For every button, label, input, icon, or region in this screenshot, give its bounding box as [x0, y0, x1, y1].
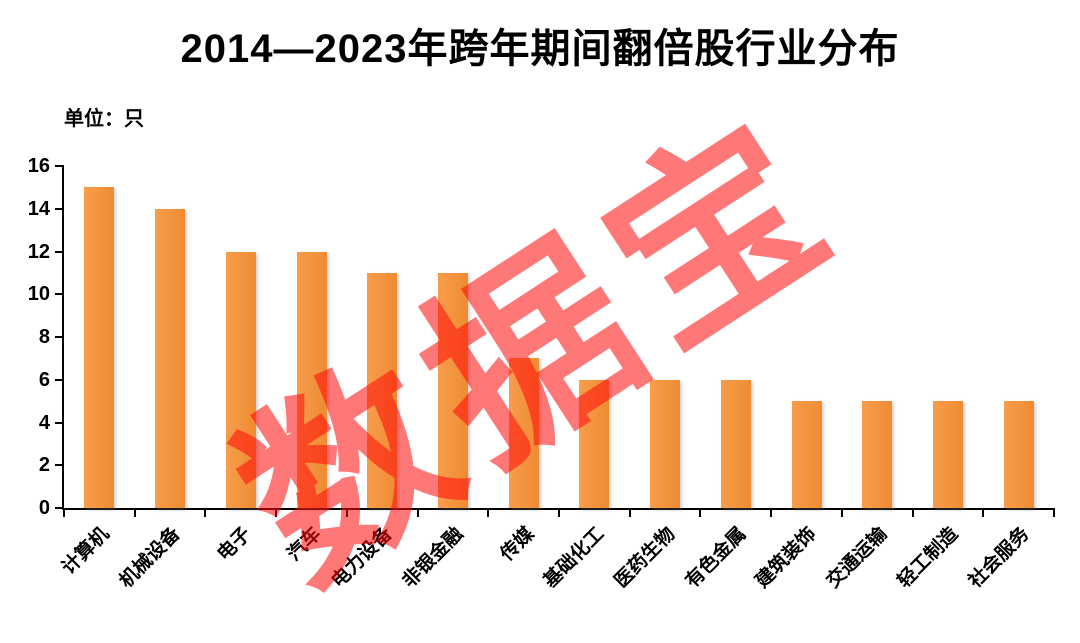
bar	[367, 272, 398, 508]
x-tick-mark	[982, 508, 985, 517]
bar-cell	[559, 166, 630, 508]
x-tick-mark	[840, 508, 843, 517]
y-axis: 0 2 4 6 8 10 12 14 16	[0, 155, 50, 519]
bar	[296, 251, 327, 508]
bar-cell	[488, 166, 559, 508]
y-tick-label: 2	[38, 454, 50, 477]
x-tick-mark	[345, 508, 348, 517]
x-tick-label: 医药生物	[610, 523, 680, 593]
x-tick-mark	[1053, 508, 1055, 517]
x-tick-mark	[63, 508, 65, 517]
y-tick-mark	[55, 464, 64, 467]
y-tick-mark	[55, 378, 64, 381]
chart-title: 2014—2023年跨年期间翻倍股行业分布	[180, 27, 900, 71]
unit-label: 单位：只	[64, 108, 144, 130]
x-tick-mark	[133, 508, 136, 517]
y-tick-mark	[55, 293, 64, 296]
y-tick-mark	[55, 336, 64, 338]
x-tick-mark	[204, 508, 207, 517]
y-tick-mark	[55, 165, 64, 167]
bar-cell	[700, 166, 771, 508]
bar-cell	[276, 166, 347, 508]
bar	[791, 401, 822, 508]
y-tick-label: 4	[38, 411, 50, 434]
x-tick-label: 基础化工	[540, 523, 609, 593]
bar-cell	[771, 166, 842, 508]
x-tick-label: 有色金属	[681, 523, 751, 593]
plot-area	[55, 165, 1055, 517]
x-axis-labels: 计算机 机械设备 电子 汽车 电力设备 非银金融 传媒 基础化工 医药生物 有色金属 建筑装饰 交通运…	[59, 512, 1052, 643]
y-tick-label: 0	[38, 497, 50, 519]
x-tick-label: 非银金融	[398, 523, 468, 593]
bar-cell	[205, 166, 276, 508]
bar	[650, 379, 681, 508]
x-tick-mark	[911, 508, 914, 517]
bar	[579, 379, 610, 508]
x-tick-label: 传媒	[496, 523, 539, 566]
bar-cell	[418, 166, 489, 508]
bar	[1003, 401, 1034, 508]
bar	[437, 272, 468, 508]
bar-cell	[913, 166, 984, 508]
bar	[155, 208, 186, 508]
y-tick-label: 16	[27, 155, 50, 177]
y-tick-mark	[55, 421, 64, 424]
x-tick-mark	[628, 508, 631, 517]
x-tick-label: 社会服务	[964, 523, 1034, 593]
bar	[225, 251, 256, 508]
x-tick-mark	[699, 508, 702, 517]
x-tick-label: 交通运输	[822, 523, 892, 593]
bar	[932, 401, 963, 508]
bar	[508, 358, 539, 508]
x-tick-label: 计算机	[58, 523, 114, 579]
x-tick-label: 汽车	[284, 523, 326, 566]
x-tick-mark	[416, 508, 419, 517]
x-tick-mark	[770, 508, 773, 517]
y-tick-mark	[55, 250, 64, 253]
x-tick-label: 电子	[213, 523, 256, 566]
x-tick-mark	[275, 508, 278, 517]
y-tick-label: 14	[27, 197, 50, 220]
x-tick-label: 机械设备	[115, 523, 185, 593]
bar-cell	[135, 166, 206, 508]
x-tick-mark	[558, 508, 560, 517]
y-tick-label: 10	[27, 283, 50, 306]
y-tick-label: 8	[38, 326, 50, 348]
y-tick-label: 6	[38, 368, 50, 391]
bar-cell	[630, 166, 701, 508]
bar-cell	[983, 166, 1054, 508]
bar	[862, 401, 893, 508]
y-tick-mark	[55, 507, 64, 509]
y-tick-label: 12	[27, 240, 50, 263]
x-tick-mark	[487, 508, 490, 517]
x-tick-label: 建筑装饰	[752, 523, 821, 593]
x-tick-label: 轻工制造	[893, 523, 963, 593]
x-tick-label: 电力设备	[327, 523, 397, 593]
bar-cell	[347, 166, 418, 508]
bar-cell	[842, 166, 913, 508]
bar	[720, 379, 751, 508]
bar	[84, 187, 115, 508]
bar-cell	[64, 166, 135, 508]
y-tick-mark	[55, 207, 64, 210]
